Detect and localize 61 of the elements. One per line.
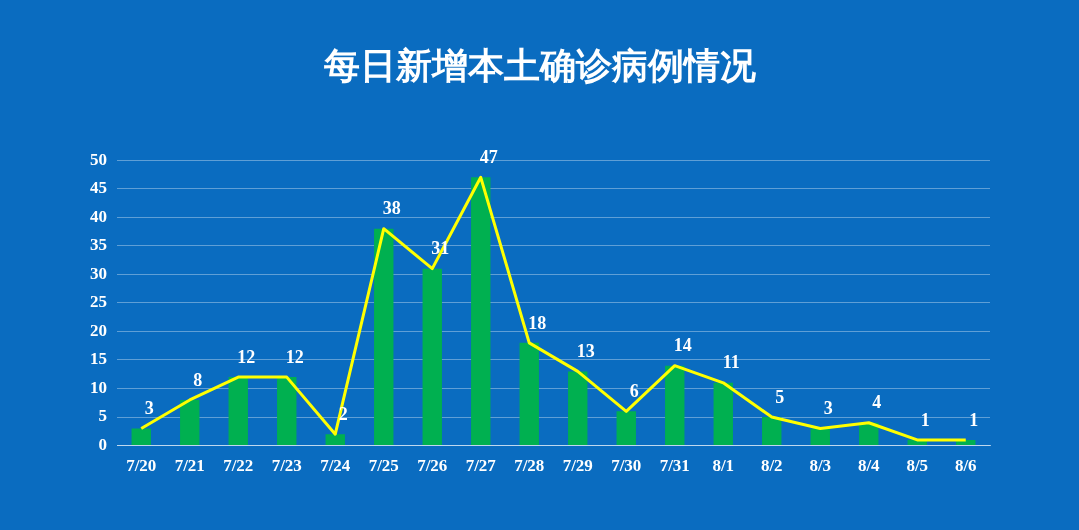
x-tick-label: 8/4 [857,456,881,476]
data-label: 1 [969,409,979,430]
data-label: 11 [722,352,740,373]
bar [374,228,394,446]
bar [471,177,491,446]
y-tick-label: 20 [90,320,107,340]
bar [665,365,685,446]
bar [519,342,539,446]
y-tick-label: 10 [90,377,107,397]
x-tick-label: 7/25 [368,456,399,476]
x-tick-label: 7/28 [514,456,545,476]
y-tick-label: 40 [90,206,107,226]
data-label: 47 [479,146,498,167]
bar [810,428,830,446]
data-label: 12 [237,346,256,367]
bar [325,434,345,446]
bar [180,399,200,446]
data-label: 13 [576,341,595,362]
x-tick-label: 7/27 [465,456,497,476]
x-tick-label: 7/30 [611,456,642,476]
x-tick-label: 8/2 [760,456,783,476]
x-tick-label: 7/21 [174,456,205,476]
chart-title: 每日新增本土确诊病例情况 [322,44,757,88]
data-label: 12 [285,346,304,367]
data-label: 3 [144,398,154,419]
x-tick-label: 7/20 [126,456,157,476]
y-tick-label: 35 [90,235,107,255]
x-tick-label: 7/31 [659,456,690,476]
data-label: 14 [673,335,692,356]
data-label: 4 [872,392,882,413]
x-tick-label: 7/26 [417,456,448,476]
y-tick-label: 25 [90,292,107,312]
x-tick-label: 7/22 [223,456,254,476]
bar [131,428,151,446]
bar [713,382,733,446]
data-label: 18 [528,312,547,333]
y-tick-label: 50 [90,149,107,169]
bar [568,371,588,446]
bar [277,377,297,446]
data-label: 38 [382,198,401,219]
x-tick-label: 7/23 [271,456,302,476]
data-label: 8 [193,369,203,390]
bar [228,377,248,446]
data-label: 1 [920,409,930,430]
bar [422,268,442,446]
x-tick-label: 8/1 [712,456,735,476]
x-tick-label: 8/3 [809,456,832,476]
data-label: 3 [823,398,833,419]
x-tick-label: 8/5 [906,456,929,476]
bar [616,411,636,446]
y-tick-label: 0 [98,434,107,454]
x-tick-label: 7/29 [562,456,593,476]
x-tick-label: 8/6 [954,456,977,476]
y-tick-label: 30 [90,263,107,283]
y-tick-label: 45 [90,178,107,198]
x-tick-label: 7/24 [320,456,351,476]
data-label: 6 [629,381,639,402]
data-label: 5 [775,386,785,407]
y-tick-label: 5 [98,406,107,426]
bar [762,417,782,446]
y-tick-label: 15 [90,349,107,369]
